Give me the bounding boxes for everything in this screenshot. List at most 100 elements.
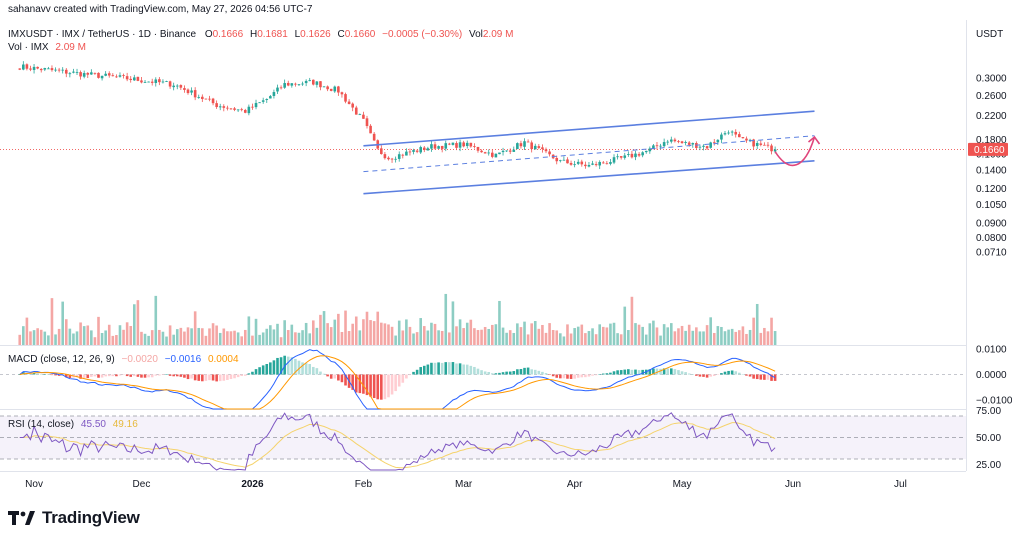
candle-body	[508, 150, 512, 152]
candle-body	[559, 160, 562, 162]
volume-bar	[265, 328, 269, 345]
candle-body	[150, 81, 154, 83]
candle-body	[437, 146, 440, 149]
volume-bar	[72, 333, 75, 345]
volume-bar	[193, 311, 197, 345]
candle-body	[480, 150, 483, 153]
macd-histogram-bar	[580, 374, 584, 378]
macd-histogram-bar	[666, 368, 670, 375]
candle-body	[748, 139, 752, 141]
volume-bar	[197, 327, 201, 345]
macd-histogram-bar	[294, 358, 297, 375]
volume-bar	[444, 293, 448, 345]
macd-histogram-bar	[308, 364, 312, 375]
candle-body	[25, 64, 29, 69]
volume-bar	[666, 327, 670, 345]
candle-body	[233, 108, 236, 110]
macd-histogram-bar	[247, 373, 251, 375]
volume-bar	[673, 331, 677, 345]
candle-body	[591, 163, 594, 165]
volume-bar	[716, 326, 720, 345]
current-price-label: 0.1660	[974, 145, 1005, 156]
volume-bar	[566, 324, 569, 345]
volume-bar	[469, 319, 473, 345]
macd-histogram-bar	[329, 374, 333, 379]
macd-axis-tick: 0.0100	[976, 345, 1007, 356]
macd-histogram-bar	[233, 374, 236, 379]
macd-histogram-bar	[627, 369, 630, 375]
macd-histogram-bar	[555, 374, 559, 378]
volume-bar	[648, 323, 652, 345]
volume-bar	[455, 326, 458, 345]
candle-body	[29, 68, 32, 70]
macd-histogram-bar	[136, 374, 140, 377]
candle-body	[720, 134, 723, 140]
volume-bar	[412, 333, 415, 345]
candle-body	[594, 164, 598, 166]
candle-body	[526, 141, 530, 143]
candle-body	[462, 142, 465, 147]
volume-bar	[738, 330, 741, 345]
candle-body	[422, 147, 426, 151]
macd-histogram-bar	[394, 374, 397, 392]
candle-body	[745, 138, 748, 141]
candle-body	[487, 152, 491, 154]
volume-bar	[752, 317, 755, 345]
candle-body	[483, 152, 487, 154]
volume-bar	[691, 330, 695, 345]
macd-histogram-bar	[584, 374, 587, 378]
macd-histogram-bar	[755, 374, 759, 380]
macd-histogram-bar	[283, 355, 286, 375]
rsi-legend: RSI (14, close) 45.50 49.16	[8, 419, 138, 430]
candle-body	[616, 156, 619, 158]
volume-bar	[175, 329, 179, 345]
volume-bar	[383, 323, 387, 345]
macd-histogram-bar	[702, 374, 705, 377]
macd-histogram-bar	[354, 374, 358, 393]
volume-bar	[623, 306, 627, 345]
candle-body	[523, 141, 526, 147]
macd-histogram-bar	[741, 374, 745, 375]
candle-body	[405, 151, 408, 156]
macd-histogram-bar	[107, 374, 111, 377]
volume-bar	[763, 327, 766, 345]
macd-histogram-bar	[340, 374, 344, 383]
macd-histogram-bar	[476, 368, 480, 375]
volume-bar	[773, 331, 777, 345]
macd-histogram-bar	[154, 374, 158, 376]
candle-body	[258, 102, 261, 104]
volume-bar	[601, 326, 605, 345]
candle-body	[218, 106, 222, 108]
volume-bar	[211, 323, 215, 345]
candle-body	[763, 144, 766, 146]
candle-body	[333, 86, 337, 92]
volume-bar	[50, 298, 54, 345]
candle-body	[619, 156, 623, 158]
candle-body	[57, 69, 61, 71]
volume-bar	[218, 332, 222, 345]
volume-bar	[32, 330, 36, 345]
volume-bar	[154, 295, 158, 345]
rsi-axis-tick: 25.00	[976, 460, 1001, 471]
price-chart[interactable]: 0.30000.26000.22000.18000.16000.14000.12…	[0, 0, 1024, 500]
candle-body	[448, 143, 451, 145]
macd-histogram-bar	[369, 374, 372, 397]
candle-body	[494, 153, 498, 158]
candle-body	[354, 107, 358, 115]
volume-bar	[462, 328, 465, 345]
volume-bar	[458, 319, 462, 345]
volume-bar	[243, 329, 247, 345]
macd-histogram-bar	[319, 371, 322, 375]
candle-body	[687, 142, 691, 145]
volume-bar	[473, 328, 476, 345]
macd-histogram-bar	[351, 374, 354, 390]
price-axis-tick: 0.1050	[976, 200, 1007, 211]
macd-histogram-bar	[576, 374, 580, 378]
candle-body	[204, 98, 208, 100]
volume-bar	[272, 329, 276, 345]
volume-bar	[655, 327, 659, 345]
candle-body	[473, 146, 476, 148]
candle-body	[136, 76, 140, 81]
candle-body	[533, 145, 537, 150]
macd-histogram-bar	[473, 366, 476, 375]
